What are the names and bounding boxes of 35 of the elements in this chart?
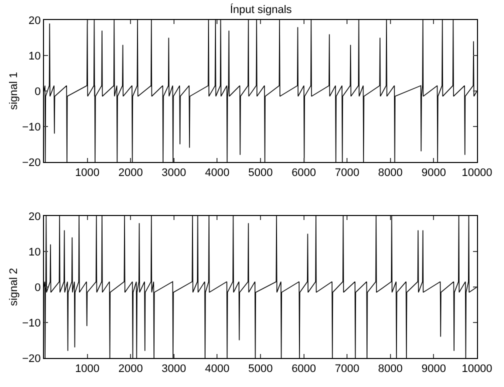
x-tick-label: 1000 [75, 363, 100, 376]
y-tick-label: −10 [22, 317, 41, 330]
y-axis-title: signal 2 [8, 268, 20, 306]
y-axis-title: signal 1 [8, 72, 20, 110]
x-tick-label: 3000 [162, 363, 186, 376]
x-tick-label: 3000 [162, 167, 186, 180]
x-tick-label: 10000 [462, 363, 492, 376]
x-tick-label: 5000 [248, 363, 273, 376]
x-tick-label: 10000 [462, 167, 492, 180]
x-tick-label: 4000 [204, 363, 230, 376]
x-tick-label: 2000 [118, 363, 143, 376]
y-tick-label: −20 [22, 352, 41, 365]
y-tick-label: 0 [34, 282, 41, 294]
x-tick-label: 6000 [292, 167, 316, 180]
y-tick-label: 10 [28, 50, 41, 62]
x-tick-label: 9000 [421, 167, 446, 180]
x-tick-label: 8000 [378, 363, 403, 376]
y-tick-label: 0 [34, 86, 41, 98]
chart-title: Ínput signals [230, 3, 292, 16]
x-tick-label: 9000 [421, 363, 446, 376]
y-tick-label: 20 [28, 14, 41, 27]
x-tick-label: 1000 [75, 167, 100, 180]
x-tick-label: 8000 [378, 167, 403, 180]
x-tick-label: 2000 [118, 167, 143, 180]
line-series [44, 216, 477, 358]
y-tick-label: −20 [22, 156, 41, 169]
y-tick-label: 10 [28, 246, 41, 258]
x-tick-label: 7000 [334, 167, 360, 180]
y-tick-label: 20 [28, 210, 41, 223]
x-tick-label: 6000 [292, 363, 316, 376]
line-series [44, 20, 477, 162]
x-tick-label: 7000 [334, 363, 360, 376]
x-tick-label: 5000 [248, 167, 273, 180]
x-tick-label: 4000 [204, 167, 230, 180]
y-tick-label: −10 [22, 121, 41, 134]
